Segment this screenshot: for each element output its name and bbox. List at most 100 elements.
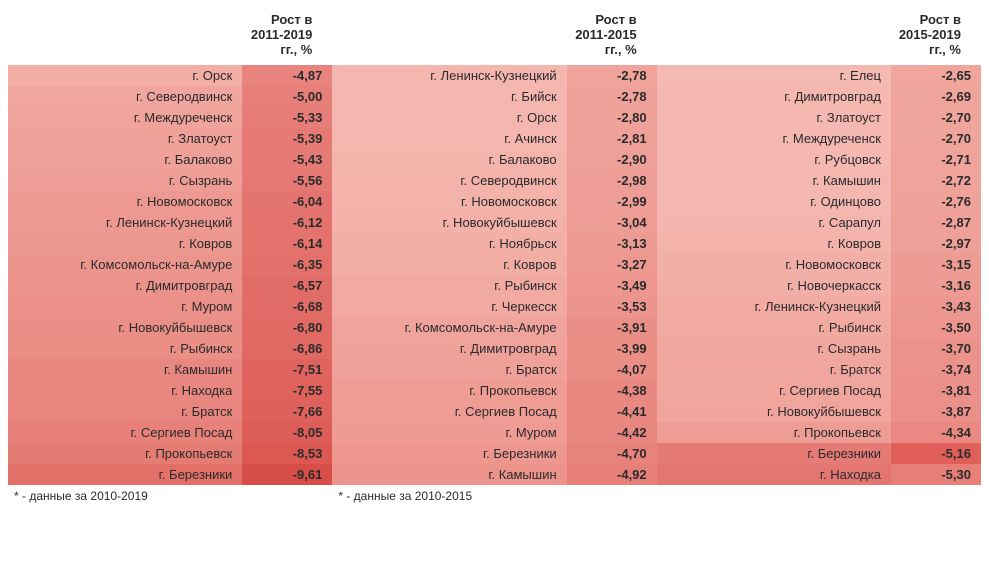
value-cell: -2,99 [567, 191, 657, 212]
table-row: г. Димитровград-6,57 [8, 275, 332, 296]
table-row: г. Сызрань-3,70 [657, 338, 981, 359]
value-cell: -8,05 [242, 422, 332, 443]
value-cell: -6,86 [242, 338, 332, 359]
column-header: Рост в 2011-2015 гг., % [332, 8, 656, 65]
value-cell: -3,99 [567, 338, 657, 359]
value-cell: -3,81 [891, 380, 981, 401]
city-cell: г. Златоуст [657, 107, 891, 128]
column-footnote: * - данные за 2010-2015 [332, 485, 656, 503]
table-row: г. Балаково-2,90 [332, 149, 656, 170]
city-cell: г. Елец [657, 65, 891, 86]
table-row: г. Северодвинск-2,98 [332, 170, 656, 191]
value-cell: -6,80 [242, 317, 332, 338]
city-cell: г. Ленинск-Кузнецкий [657, 296, 891, 317]
value-cell: -3,04 [567, 212, 657, 233]
table-row: г. Сергиев Посад-4,41 [332, 401, 656, 422]
value-cell: -3,50 [891, 317, 981, 338]
table-row: г. Северодвинск-5,00 [8, 86, 332, 107]
city-cell: г. Сергиев Посад [332, 401, 566, 422]
value-cell: -7,55 [242, 380, 332, 401]
table-row: г. Златоуст-5,39 [8, 128, 332, 149]
value-cell: -3,87 [891, 401, 981, 422]
value-cell: -5,39 [242, 128, 332, 149]
table-row: г. Новокуйбышевск-3,04 [332, 212, 656, 233]
table-row: г. Находка-7,55 [8, 380, 332, 401]
city-cell: г. Камышин [8, 359, 242, 380]
value-cell: -4,70 [567, 443, 657, 464]
city-cell: г. Прокопьевск [332, 380, 566, 401]
value-cell: -3,53 [567, 296, 657, 317]
table-row: г. Новокуйбышевск-6,80 [8, 317, 332, 338]
value-cell: -4,92 [567, 464, 657, 485]
city-cell: г. Черкесск [332, 296, 566, 317]
table-row: г. Ленинск-Кузнецкий-3,43 [657, 296, 981, 317]
table-row: г. Новомосковск-2,99 [332, 191, 656, 212]
value-cell: -5,00 [242, 86, 332, 107]
table-wrap: Рост в 2011-2019 гг., %г. Орск-4,87г. Се… [8, 8, 981, 503]
column-1: Рост в 2011-2019 гг., %г. Орск-4,87г. Се… [8, 8, 332, 503]
value-cell: -3,49 [567, 275, 657, 296]
table-row: г. Димитровград-2,69 [657, 86, 981, 107]
table-row: г. Братск-4,07 [332, 359, 656, 380]
city-cell: г. Новокуйбышевск [8, 317, 242, 338]
value-cell: -6,04 [242, 191, 332, 212]
table-row: г. Камышин-4,92 [332, 464, 656, 485]
table-row: г. Одинцово-2,76 [657, 191, 981, 212]
table-row: г. Братск-3,74 [657, 359, 981, 380]
column-3: Рост в 2015-2019 гг., %г. Елец-2,65г. Ди… [657, 8, 981, 503]
column-header: Рост в 2015-2019 гг., % [657, 8, 981, 65]
table-row: г. Елец-2,65 [657, 65, 981, 86]
city-cell: г. Рыбинск [8, 338, 242, 359]
value-cell: -2,76 [891, 191, 981, 212]
table-row: г. Рубцовск-2,71 [657, 149, 981, 170]
city-cell: г. Новокуйбышевск [332, 212, 566, 233]
city-cell: г. Междуреченск [657, 128, 891, 149]
table-row: г. Комсомольск-на-Амуре-3,91 [332, 317, 656, 338]
city-cell: г. Березники [657, 443, 891, 464]
table-row: г. Ленинск-Кузнецкий-2,78 [332, 65, 656, 86]
value-cell: -3,27 [567, 254, 657, 275]
value-cell: -4,07 [567, 359, 657, 380]
header-value: Рост в 2011-2015 гг., % [557, 10, 647, 61]
table-row: г. Орск-2,80 [332, 107, 656, 128]
city-cell: г. Орск [332, 107, 566, 128]
value-cell: -8,53 [242, 443, 332, 464]
table-row: г. Димитровград-3,99 [332, 338, 656, 359]
city-cell: г. Братск [8, 401, 242, 422]
column-header: Рост в 2011-2019 гг., % [8, 8, 332, 65]
city-cell: г. Ковров [332, 254, 566, 275]
city-cell: г. Балаково [332, 149, 566, 170]
table-row: г. Муром-6,68 [8, 296, 332, 317]
table-row: г. Ковров-3,27 [332, 254, 656, 275]
city-cell: г. Камышин [657, 170, 891, 191]
city-cell: г. Орск [8, 65, 242, 86]
value-cell: -6,68 [242, 296, 332, 317]
city-cell: г. Муром [8, 296, 242, 317]
city-cell: г. Димитровград [332, 338, 566, 359]
value-cell: -3,16 [891, 275, 981, 296]
value-cell: -5,16 [891, 443, 981, 464]
city-cell: г. Находка [8, 380, 242, 401]
table-row: г. Ленинск-Кузнецкий-6,12 [8, 212, 332, 233]
table-row: г. Братск-7,66 [8, 401, 332, 422]
city-cell: г. Новочеркасск [657, 275, 891, 296]
city-cell: г. Ковров [657, 233, 891, 254]
city-cell: г. Златоуст [8, 128, 242, 149]
table-row: г. Березники-9,61 [8, 464, 332, 485]
table-row: г. Прокопьевск-4,34 [657, 422, 981, 443]
city-cell: г. Одинцово [657, 191, 891, 212]
value-cell: -2,69 [891, 86, 981, 107]
value-cell: -6,14 [242, 233, 332, 254]
city-cell: г. Ленинск-Кузнецкий [8, 212, 242, 233]
table-row: г. Рыбинск-6,86 [8, 338, 332, 359]
table-row: г. Ковров-2,97 [657, 233, 981, 254]
city-cell: г. Ленинск-Кузнецкий [332, 65, 566, 86]
value-cell: -9,61 [242, 464, 332, 485]
table-row: г. Орск-4,87 [8, 65, 332, 86]
value-cell: -2,70 [891, 107, 981, 128]
value-cell: -2,72 [891, 170, 981, 191]
city-cell: г. Прокопьевск [657, 422, 891, 443]
table-row: г. Черкесск-3,53 [332, 296, 656, 317]
city-cell: г. Бийск [332, 86, 566, 107]
table-row: г. Сергиев Посад-3,81 [657, 380, 981, 401]
